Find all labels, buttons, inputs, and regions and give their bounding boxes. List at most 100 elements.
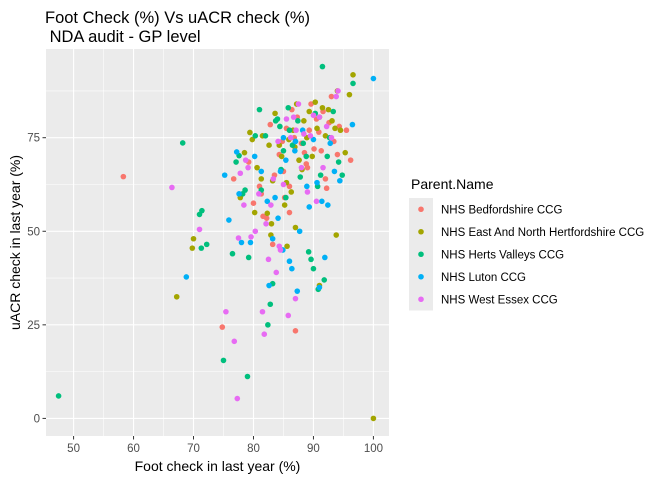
data-point [274,116,281,122]
data-point [263,220,269,227]
data-point [292,224,299,231]
data-point [120,173,127,180]
data-point [289,265,295,272]
data-point [235,235,242,241]
data-point [306,127,313,134]
data-point [287,134,294,141]
data-point [313,198,320,205]
data-point [331,168,338,175]
data-point [252,228,259,235]
data-point [334,151,341,158]
data-point [318,148,325,154]
data-point [319,63,326,70]
data-point [335,88,341,94]
data-point [233,159,239,165]
data-point [220,357,227,364]
data-point [249,136,256,143]
data-point [285,312,292,319]
data-point [308,101,314,107]
data-point [327,140,334,147]
data-point [263,215,270,221]
legend-label: NHS Luton CCG [441,272,526,284]
y-tick-label: 50 [27,226,40,238]
data-point [308,256,314,263]
data-point [311,146,317,152]
data-point [319,198,325,205]
data-point [335,159,342,165]
data-point [328,134,335,141]
data-point [179,140,186,146]
data-point [307,133,314,139]
data-point [300,140,307,147]
data-point [314,179,320,186]
data-point [203,241,210,248]
data-point [268,202,274,208]
data-point [286,183,293,190]
data-point [275,138,281,145]
data-point [286,258,293,265]
x-axis-title: Foot check in last year (%) [135,458,301,474]
data-point [286,127,293,134]
x-tick-label: 70 [187,443,200,455]
plot-panel [46,49,389,436]
legend-label: NHS West Essex CCG [441,294,558,306]
data-point [298,164,305,171]
data-point [316,114,323,120]
data-point [277,123,283,130]
data-point [266,282,272,289]
data-point [270,176,277,182]
data-point [294,288,301,294]
data-point [312,99,319,105]
data-point [292,328,299,334]
data-point [346,91,353,98]
legend-marker [418,296,424,303]
legend-title: Parent.Name [411,176,494,192]
data-point [173,293,180,300]
data-point [254,164,260,171]
data-point [267,301,274,308]
data-point [183,274,190,280]
data-point [269,235,276,242]
data-point [322,176,329,182]
data-point [251,209,258,216]
data-point [322,254,328,261]
data-point [276,243,283,250]
data-point [283,116,290,122]
data-point [301,131,307,137]
data-point [342,149,349,156]
data-point [325,106,332,113]
data-point [330,108,337,115]
data-point [241,202,247,208]
data-point [265,322,271,328]
data-point [296,157,302,163]
data-point [278,153,285,160]
data-point [323,185,330,192]
data-point [264,198,271,205]
data-point [238,239,245,246]
data-point [221,172,228,178]
data-point [347,157,354,163]
data-point [266,142,272,148]
data-point [248,234,254,240]
legend-marker [418,206,424,213]
data-point [283,157,289,163]
data-point [343,127,350,134]
data-point [285,104,292,111]
data-point [306,204,313,210]
data-point [245,254,252,261]
data-point [272,110,278,117]
data-point [301,118,307,124]
data-point [198,245,205,251]
legend: Parent.Name NHS Bedfordshire CCG NHS East… [409,176,644,311]
data-point [292,138,299,145]
x-tick-label: 50 [67,443,80,455]
data-point [256,191,262,197]
data-point [337,177,343,184]
data-point [310,112,317,119]
x-tick-label: 100 [364,443,383,455]
data-point [281,202,288,208]
data-point [296,228,303,235]
data-point [320,164,326,171]
data-point [242,157,249,163]
data-point [292,148,298,154]
